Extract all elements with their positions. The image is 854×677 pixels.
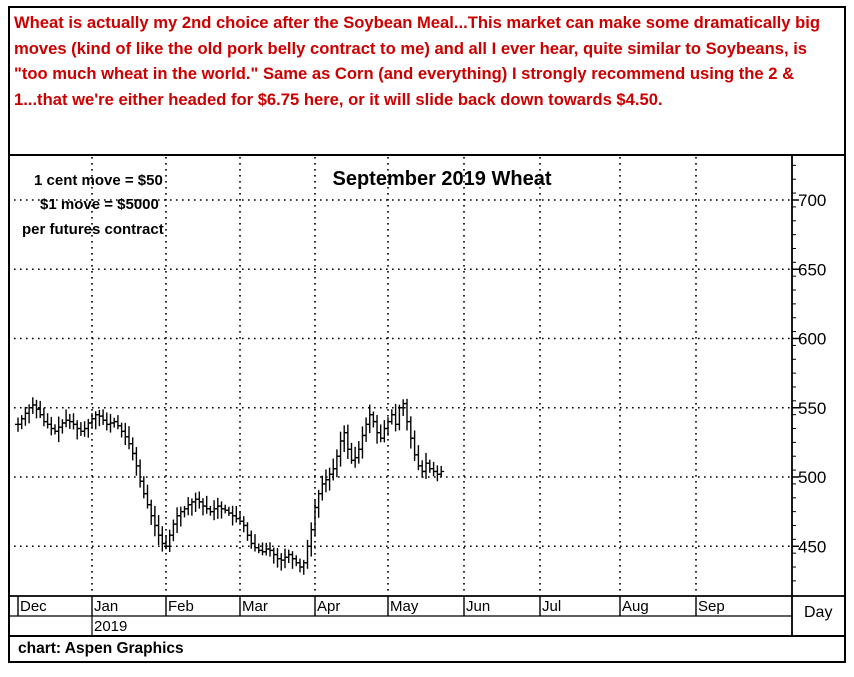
commentary-text: Wheat is actually my 2nd choice after th… bbox=[14, 13, 821, 109]
y-tick-label: 500 bbox=[798, 468, 826, 487]
y-tick-label: 700 bbox=[798, 191, 826, 210]
note-cent-move: 1 cent move = $50 bbox=[34, 172, 163, 189]
y-tick-label: 600 bbox=[798, 330, 826, 349]
x-unit-label: Day bbox=[804, 604, 832, 621]
y-tick-label: 550 bbox=[798, 399, 826, 418]
price-bars bbox=[15, 397, 445, 575]
y-tick-label: 650 bbox=[798, 260, 826, 279]
x-tick-label: Feb bbox=[168, 598, 194, 615]
x-tick-label: Jan bbox=[94, 598, 118, 615]
x-tick-label: Jul bbox=[542, 598, 561, 615]
note-per-contract: per futures contract bbox=[22, 221, 164, 238]
note-dollar-move: $1 move = $5000 bbox=[40, 196, 159, 213]
x-tick-label: Jun bbox=[466, 598, 490, 615]
chart-source: chart: Aspen Graphics bbox=[18, 640, 184, 657]
chart-axes: 450 500 550 600 650 700 Dec Jan Feb Mar Apr May Jun J… bbox=[10, 154, 844, 635]
footer-divider bbox=[8, 635, 846, 637]
x-tick-label: Sep bbox=[698, 598, 725, 615]
header-divider bbox=[8, 154, 846, 156]
y-tick-label: 450 bbox=[798, 537, 826, 556]
chart-grid bbox=[14, 157, 792, 594]
x-tick-label: Mar bbox=[242, 598, 268, 615]
x-tick-label: Apr bbox=[317, 598, 340, 615]
chart-frame bbox=[8, 6, 846, 663]
x-tick-label: Dec bbox=[20, 598, 47, 615]
chart-title: September 2019 Wheat bbox=[333, 168, 552, 190]
x-year-label: 2019 bbox=[94, 618, 127, 635]
x-tick-label: May bbox=[390, 598, 419, 615]
x-tick-label: Aug bbox=[622, 598, 649, 615]
